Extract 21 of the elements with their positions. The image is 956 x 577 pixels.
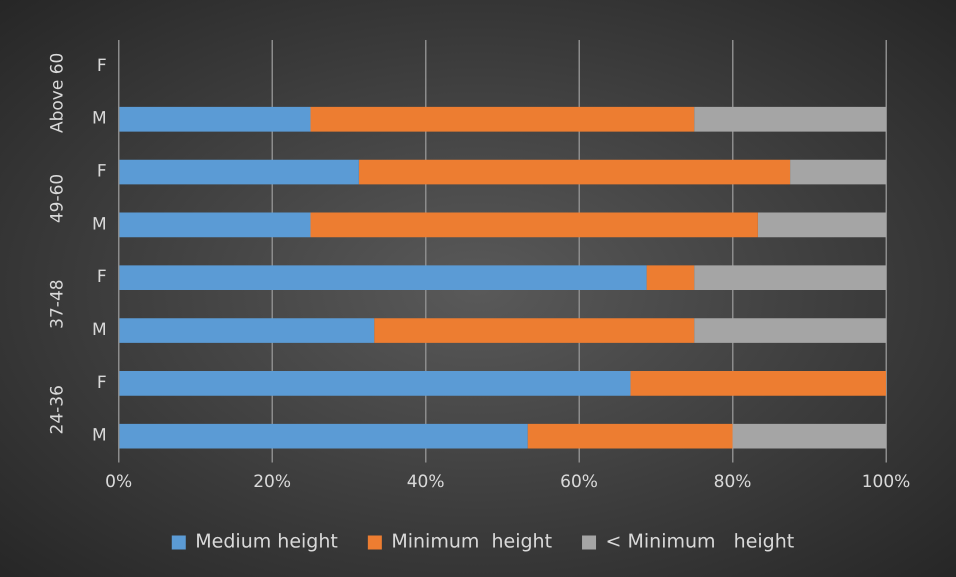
x-tick-label: 80% — [714, 472, 752, 492]
text: Above 60 — [47, 52, 68, 134]
y-tick-label: F — [96, 161, 107, 182]
x-tick-label: 100% — [862, 472, 910, 492]
text: 49-60 — [47, 174, 68, 224]
y-tick-label: M — [92, 426, 107, 446]
legend-label: Minimum height — [391, 530, 552, 552]
text: 37-48 — [47, 279, 68, 329]
legend-label: Medium height — [195, 530, 338, 552]
x-tick-label: 0% — [105, 472, 132, 492]
y-tick-label: M — [92, 108, 107, 129]
text: 24-36 — [47, 385, 68, 434]
y-tick-label: F — [96, 372, 107, 393]
y-tick-label: M — [92, 320, 107, 340]
x-tick-label: 20% — [253, 472, 292, 492]
y-tick-label: F — [96, 56, 107, 76]
x-tick-label: 40% — [406, 472, 444, 492]
y-tick-label: M — [92, 214, 107, 234]
legend-label: < Minimum height — [606, 530, 794, 552]
y-tick-label: F — [96, 267, 107, 288]
x-tick-label: 60% — [560, 472, 598, 492]
